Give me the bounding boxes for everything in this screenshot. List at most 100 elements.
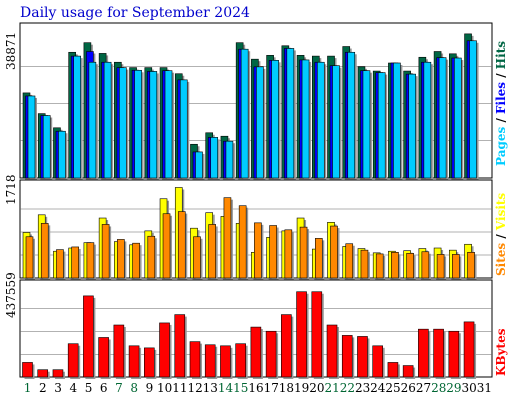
day-label-24: 24 xyxy=(370,381,386,395)
day-label-14: 14 xyxy=(218,381,234,395)
kbytes-bar-16 xyxy=(250,326,262,378)
day-label-18: 18 xyxy=(279,381,294,395)
sites-bar-20 xyxy=(314,238,323,279)
day-label-26: 26 xyxy=(401,381,416,395)
day-label-20: 20 xyxy=(309,381,324,395)
day-label-19: 19 xyxy=(294,381,309,395)
kbytes-bar-12 xyxy=(189,341,201,378)
sites-bar-5 xyxy=(86,242,95,279)
day-label-11: 11 xyxy=(172,381,187,395)
sites-bar-14 xyxy=(223,197,232,279)
day-label-9: 9 xyxy=(146,381,154,395)
sites-bar-21 xyxy=(330,225,338,279)
kbytes-bar-10 xyxy=(159,322,170,378)
pages-bar-7 xyxy=(119,67,127,179)
day-label-12: 12 xyxy=(187,381,202,395)
kbytes-bar-13 xyxy=(204,344,216,378)
pages-bar-4 xyxy=(73,55,81,179)
pages-bar-12 xyxy=(195,151,203,179)
day-label-27: 27 xyxy=(416,381,431,395)
pages-bar-8 xyxy=(134,69,142,179)
sites-bar-4 xyxy=(71,246,79,279)
sites-bar-22 xyxy=(345,243,354,279)
day-label-7: 7 xyxy=(115,381,123,395)
pages-bar-9 xyxy=(149,71,158,179)
day-label-31: 31 xyxy=(477,381,492,395)
sites-bar-30 xyxy=(467,251,475,279)
pages-bar-16 xyxy=(256,66,264,179)
sites-bar-3 xyxy=(56,249,64,279)
pages-bar-29 xyxy=(454,57,462,179)
day-label-30: 30 xyxy=(462,381,477,395)
pages-bar-10 xyxy=(164,70,173,179)
pages-bar-19 xyxy=(301,59,310,179)
kbytes-bar-21 xyxy=(326,324,338,378)
kbytes-bar-1 xyxy=(22,362,33,378)
pages-bar-24 xyxy=(377,72,386,179)
pages-bar-30 xyxy=(469,40,477,179)
kbytes-bar-29 xyxy=(448,330,460,378)
sites-bar-27 xyxy=(421,251,430,279)
day-label-2: 2 xyxy=(39,381,47,395)
pages-bar-3 xyxy=(58,130,66,179)
pages-bar-21 xyxy=(332,65,340,179)
kbytes-bar-26 xyxy=(402,365,414,378)
sites-bar-11 xyxy=(177,211,186,279)
kbytes-bar-20 xyxy=(311,291,323,378)
sites-bar-8 xyxy=(132,242,140,279)
day-label-10: 10 xyxy=(157,381,172,395)
kbytes-bar-11 xyxy=(174,314,186,378)
pages-bar-17 xyxy=(271,60,279,179)
kbytes-bar-9 xyxy=(144,347,155,378)
pages-bar-15 xyxy=(240,48,249,179)
day-label-5: 5 xyxy=(85,381,93,395)
pages-bar-5 xyxy=(88,61,97,179)
pages-bar-27 xyxy=(423,61,432,179)
kbytes-bar-17 xyxy=(265,330,277,378)
pages-bar-26 xyxy=(408,73,416,179)
pages-bar-22 xyxy=(347,51,356,179)
sites-bar-16 xyxy=(254,222,262,279)
sites-bar-29 xyxy=(452,254,460,279)
sites-bar-23 xyxy=(360,249,369,279)
day-label-22: 22 xyxy=(340,381,355,395)
day-label-28: 28 xyxy=(431,381,446,395)
sites-bar-25 xyxy=(391,251,399,279)
day-label-13: 13 xyxy=(203,381,218,395)
kbytes-bar-18 xyxy=(281,314,292,378)
day-label-1: 1 xyxy=(24,381,32,395)
pages-bar-2 xyxy=(42,115,51,179)
kbytes-bar-4 xyxy=(67,343,79,378)
sites-bar-12 xyxy=(193,236,201,279)
kbytes-bar-3 xyxy=(52,369,64,378)
sites-bar-1 xyxy=(25,236,34,279)
sites-bar-7 xyxy=(117,239,125,279)
kbytes-bar-27 xyxy=(418,328,429,378)
sites-bar-19 xyxy=(299,226,308,279)
day-label-23: 23 xyxy=(355,381,370,395)
pages-bar-6 xyxy=(103,61,112,179)
sites-bar-10 xyxy=(162,213,171,279)
sites-bar-6 xyxy=(101,224,110,279)
kbytes-bar-24 xyxy=(372,345,383,378)
day-label-15: 15 xyxy=(233,381,248,395)
pages-bar-13 xyxy=(210,137,219,179)
kbytes-bar-2 xyxy=(37,369,49,378)
sites-bar-26 xyxy=(406,253,414,279)
sites-bar-24 xyxy=(375,253,384,279)
kbytes-bar-23 xyxy=(357,336,368,378)
pages-bar-23 xyxy=(362,70,371,179)
kbytes-bar-14 xyxy=(220,345,231,378)
pages-bar-18 xyxy=(286,48,295,179)
sites-bar-17 xyxy=(269,225,277,279)
kbytes-bar-19 xyxy=(296,291,307,378)
day-label-6: 6 xyxy=(100,381,108,395)
kbytes-bar-7 xyxy=(113,324,125,378)
sites-bar-13 xyxy=(208,224,217,279)
kbytes-bar-22 xyxy=(341,335,353,378)
sites-bar-2 xyxy=(40,223,49,279)
pages-bar-11 xyxy=(179,79,188,179)
sites-bar-9 xyxy=(147,235,156,279)
kbytes-bar-25 xyxy=(387,362,399,378)
